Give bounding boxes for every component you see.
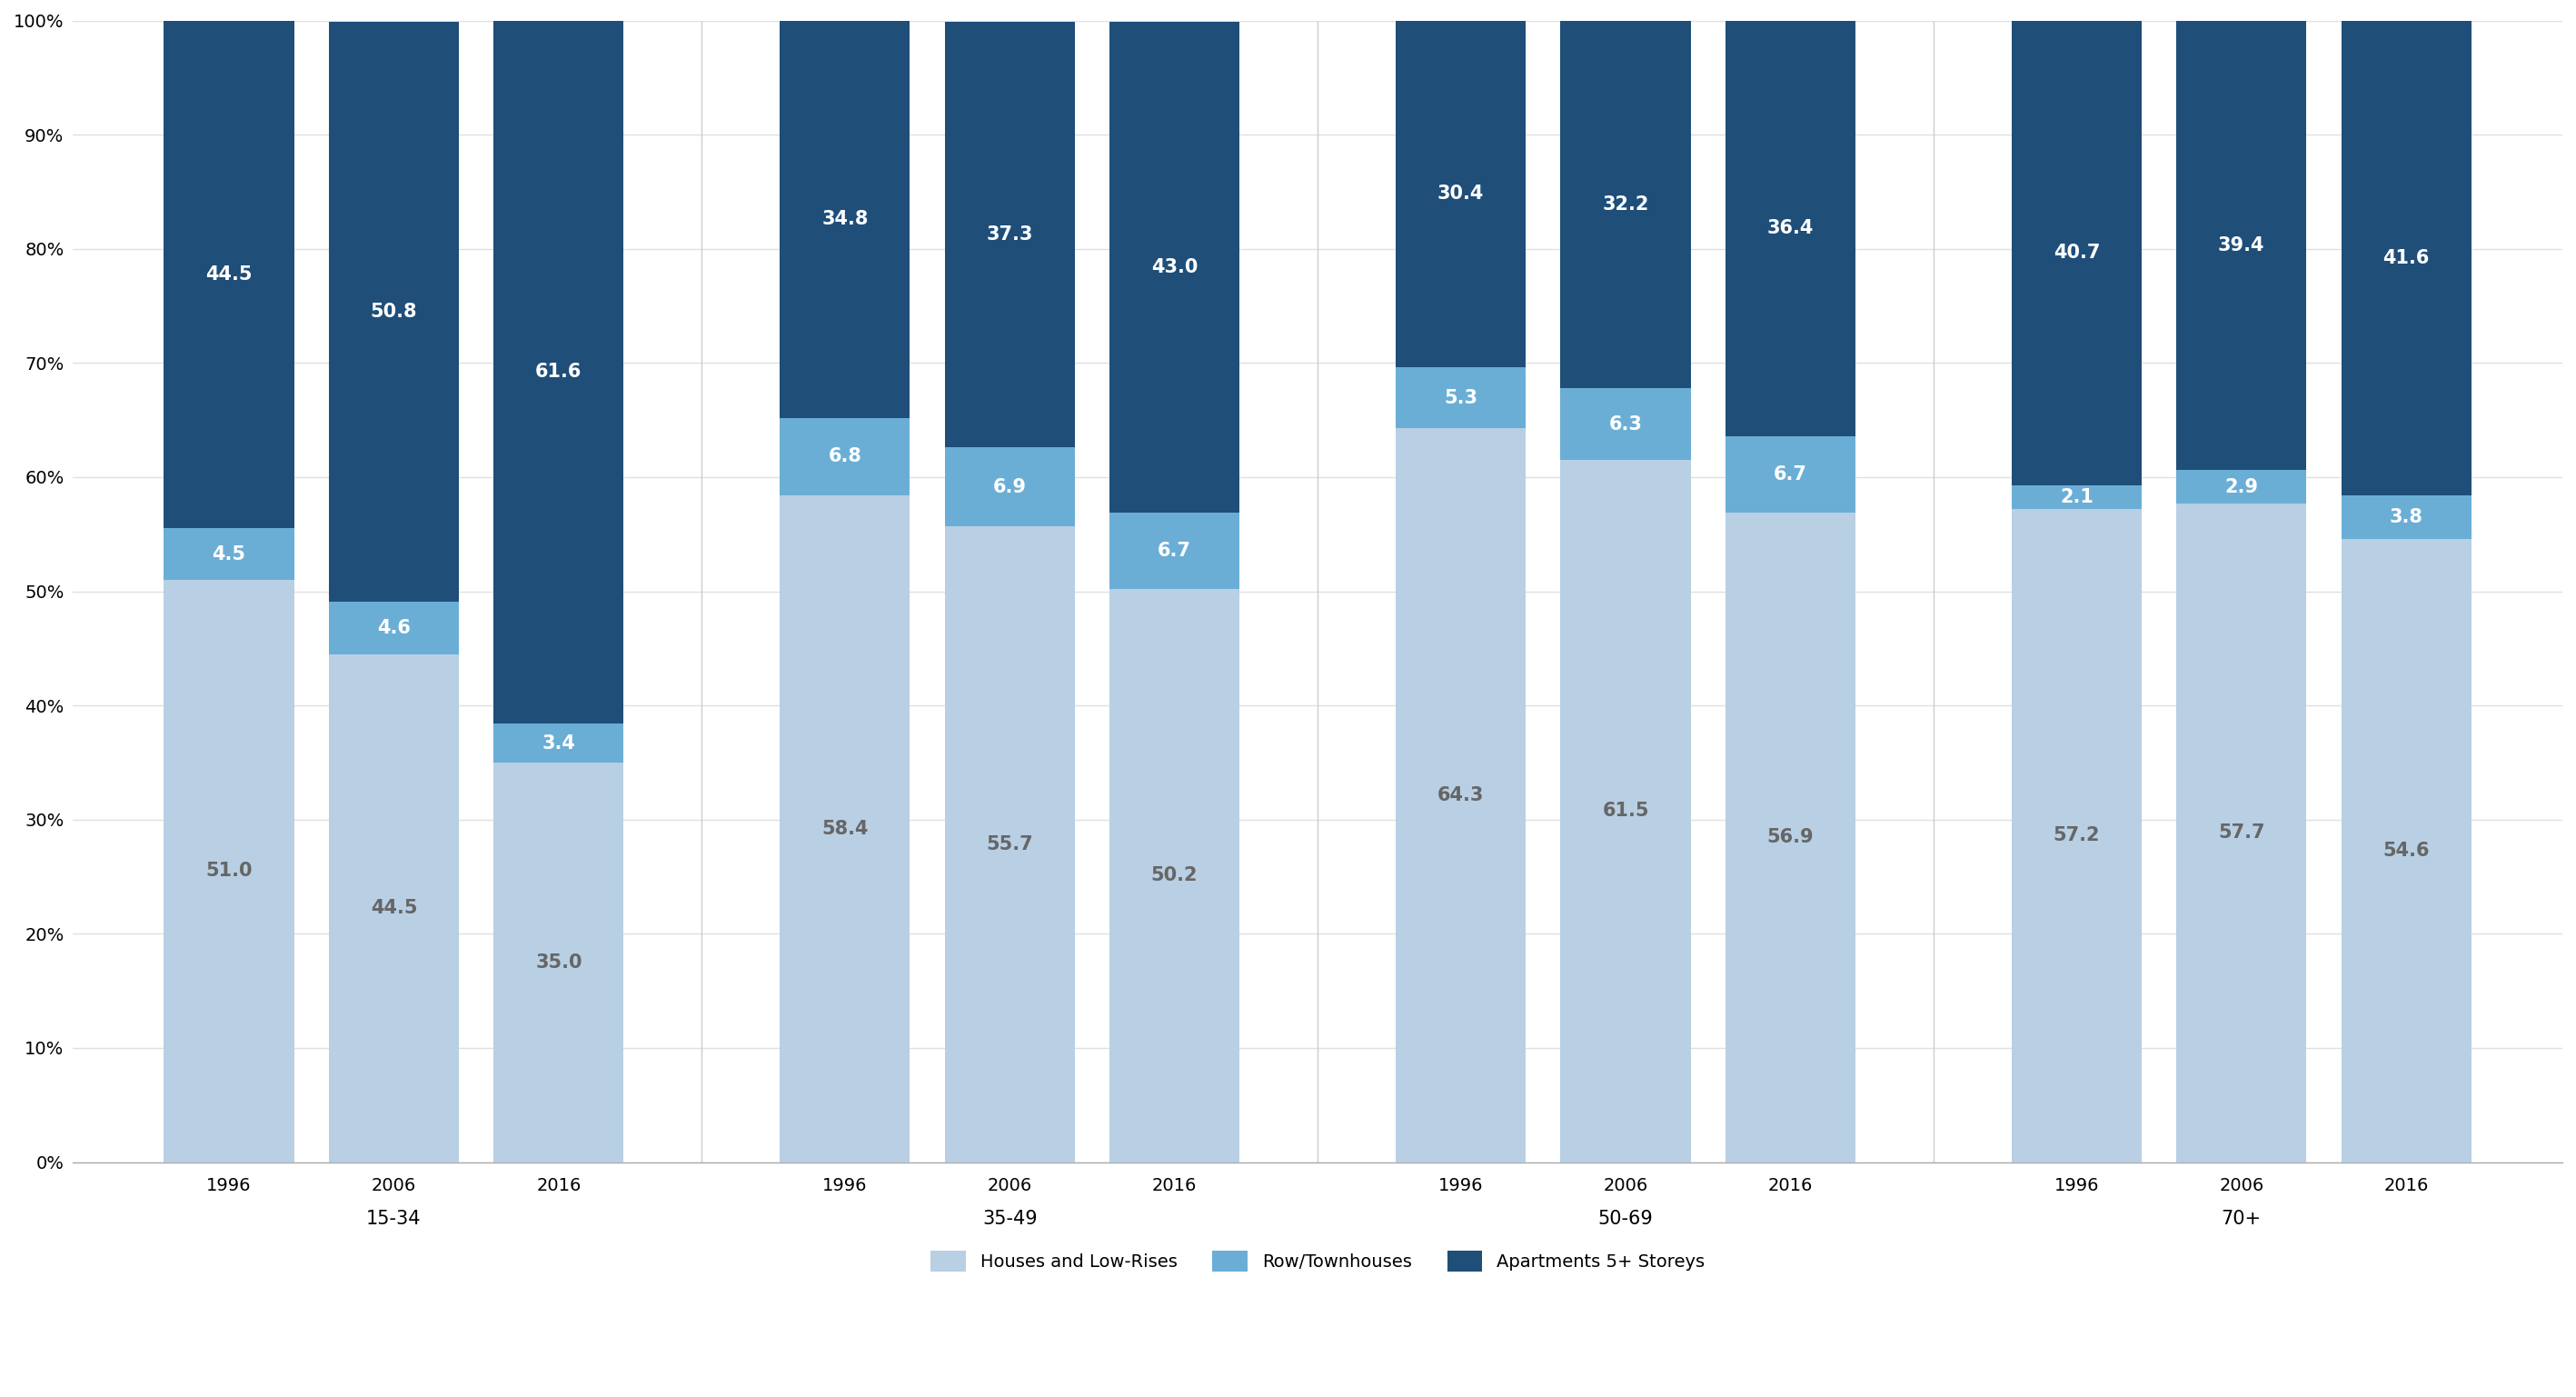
Text: 50-69: 50-69 bbox=[1597, 1210, 1654, 1228]
Text: 2.1: 2.1 bbox=[2061, 488, 2094, 506]
Bar bbox=[2012, 485, 2141, 509]
Text: 5.3: 5.3 bbox=[1445, 388, 1479, 407]
Bar bbox=[1396, 21, 1525, 367]
Bar bbox=[1110, 590, 1239, 1162]
Bar bbox=[1561, 460, 1690, 1162]
Text: 40.7: 40.7 bbox=[2053, 243, 2099, 261]
Text: 50.2: 50.2 bbox=[1151, 866, 1198, 884]
Text: 55.7: 55.7 bbox=[987, 835, 1033, 854]
Bar bbox=[2177, 21, 2306, 471]
Bar bbox=[495, 21, 623, 724]
Bar bbox=[2177, 503, 2306, 1162]
Text: 70+: 70+ bbox=[2221, 1210, 2262, 1228]
Bar bbox=[781, 21, 909, 418]
Text: 30.4: 30.4 bbox=[1437, 184, 1484, 203]
Bar bbox=[2342, 539, 2470, 1162]
Bar bbox=[330, 602, 459, 654]
Bar bbox=[945, 447, 1074, 527]
Text: 32.2: 32.2 bbox=[1602, 196, 1649, 214]
Bar bbox=[2342, 496, 2470, 539]
Bar bbox=[1726, 513, 1855, 1162]
Text: 56.9: 56.9 bbox=[1767, 828, 1814, 847]
Bar bbox=[165, 528, 294, 580]
Bar bbox=[1396, 367, 1525, 427]
Bar bbox=[165, 21, 294, 528]
Text: 6.9: 6.9 bbox=[992, 478, 1025, 496]
Text: 3.8: 3.8 bbox=[2391, 509, 2424, 527]
Text: 36.4: 36.4 bbox=[1767, 219, 1814, 237]
Bar bbox=[2342, 21, 2470, 496]
Text: 6.7: 6.7 bbox=[1775, 465, 1808, 483]
Text: 4.6: 4.6 bbox=[376, 619, 410, 637]
Text: 34.8: 34.8 bbox=[822, 210, 868, 228]
Text: 4.5: 4.5 bbox=[211, 545, 245, 563]
Text: 61.6: 61.6 bbox=[536, 363, 582, 381]
Text: 37.3: 37.3 bbox=[987, 225, 1033, 243]
Text: 44.5: 44.5 bbox=[206, 265, 252, 284]
Text: 54.6: 54.6 bbox=[2383, 841, 2429, 859]
Bar bbox=[330, 654, 459, 1162]
Bar bbox=[330, 21, 459, 602]
Bar bbox=[1561, 21, 1690, 388]
Text: 3.4: 3.4 bbox=[541, 733, 574, 752]
Legend: Houses and Low-Rises, Row/Townhouses, Apartments 5+ Storeys: Houses and Low-Rises, Row/Townhouses, Ap… bbox=[922, 1243, 1713, 1278]
Bar bbox=[1726, 21, 1855, 436]
Bar bbox=[495, 763, 623, 1162]
Bar bbox=[2012, 21, 2141, 485]
Text: 58.4: 58.4 bbox=[822, 820, 868, 838]
Text: 6.3: 6.3 bbox=[1610, 415, 1643, 433]
Bar bbox=[781, 418, 909, 496]
Text: 2.9: 2.9 bbox=[2226, 478, 2259, 496]
Text: 44.5: 44.5 bbox=[371, 900, 417, 918]
Text: 6.7: 6.7 bbox=[1157, 542, 1190, 560]
Bar bbox=[781, 496, 909, 1162]
Text: 61.5: 61.5 bbox=[1602, 802, 1649, 820]
Text: 64.3: 64.3 bbox=[1437, 787, 1484, 805]
Text: 35-49: 35-49 bbox=[981, 1210, 1038, 1228]
Bar bbox=[165, 580, 294, 1162]
Text: 6.8: 6.8 bbox=[827, 447, 860, 465]
Text: 41.6: 41.6 bbox=[2383, 249, 2429, 267]
Text: 50.8: 50.8 bbox=[371, 303, 417, 321]
Bar bbox=[1561, 388, 1690, 460]
Bar bbox=[2012, 509, 2141, 1162]
Bar bbox=[495, 724, 623, 763]
Text: 15-34: 15-34 bbox=[366, 1210, 422, 1228]
Bar bbox=[1396, 427, 1525, 1162]
Text: 43.0: 43.0 bbox=[1151, 258, 1198, 277]
Bar bbox=[945, 527, 1074, 1162]
Bar bbox=[1726, 436, 1855, 513]
Bar bbox=[1110, 21, 1239, 513]
Text: 35.0: 35.0 bbox=[536, 953, 582, 971]
Text: 51.0: 51.0 bbox=[206, 862, 252, 880]
Text: 57.2: 57.2 bbox=[2053, 827, 2099, 845]
Bar bbox=[945, 21, 1074, 447]
Text: 39.4: 39.4 bbox=[2218, 236, 2264, 254]
Bar bbox=[2177, 471, 2306, 503]
Bar bbox=[1110, 513, 1239, 590]
Text: 57.7: 57.7 bbox=[2218, 824, 2264, 842]
